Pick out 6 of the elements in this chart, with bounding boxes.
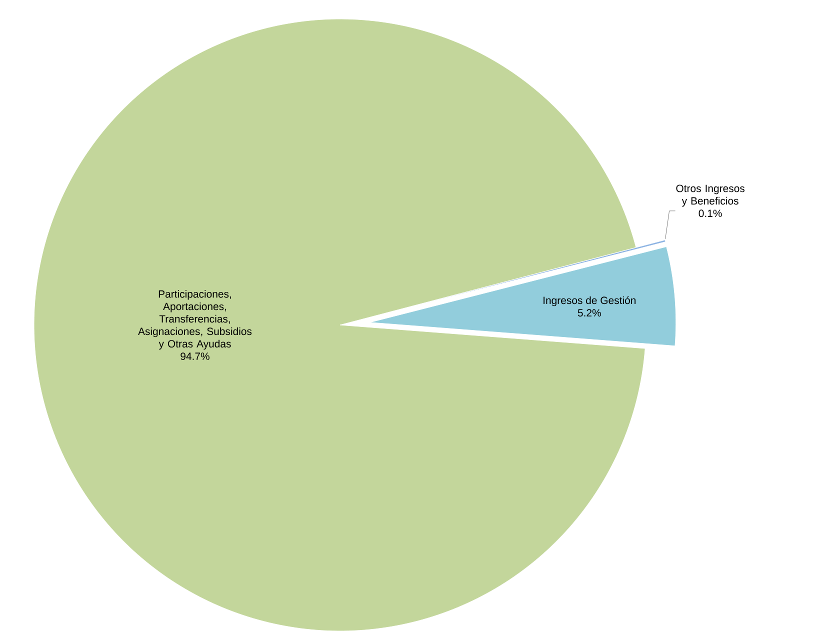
slice-label: Participaciones, Aportaciones, Transferencias, Asignaciones, Subsidios y Otras Ayudas (138, 290, 252, 350)
data-label: 0.1% (698, 210, 722, 218)
data-label: 5.2% (578, 309, 601, 317)
slice-label: Otros Ingresos y Beneficios (676, 184, 745, 207)
data-label: 94.7% (180, 352, 210, 360)
slice-label: Ingresos de Gestión (544, 296, 636, 306)
